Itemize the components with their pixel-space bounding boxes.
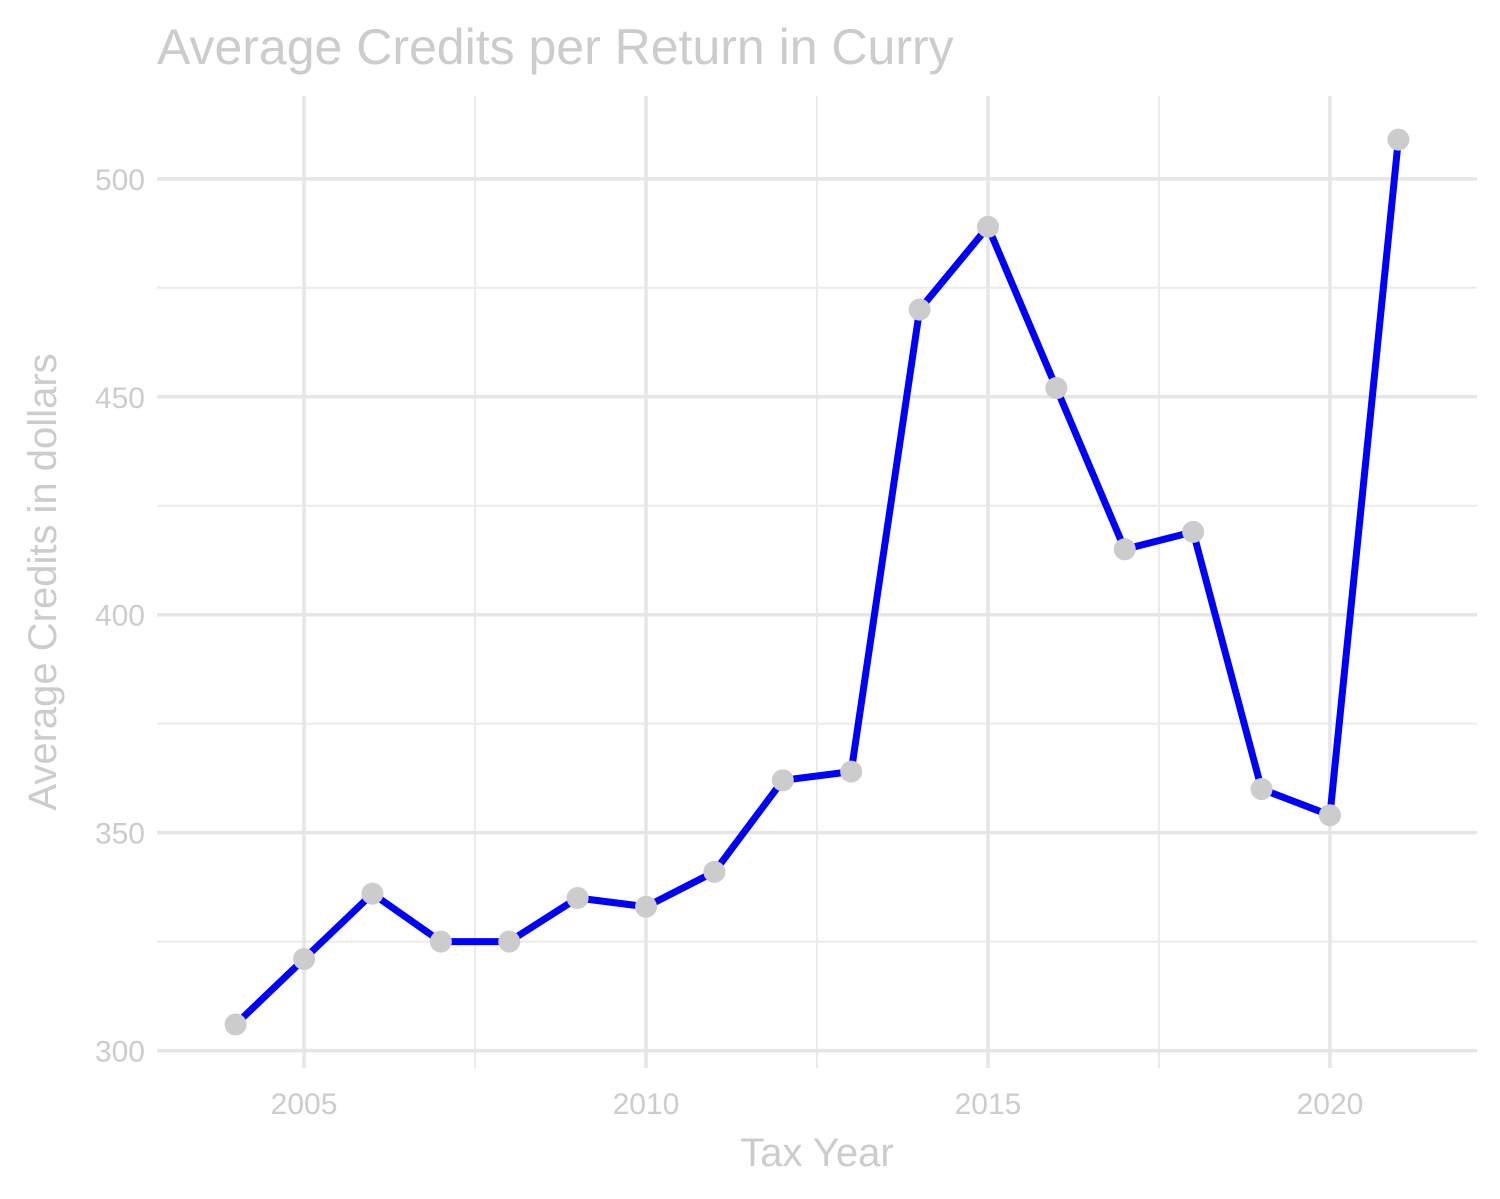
data-point: [703, 860, 726, 883]
data-point: [1250, 778, 1273, 801]
x-tick-label: 2020: [1297, 1088, 1364, 1121]
y-axis-ticks: 300 350 400 450 500: [95, 164, 145, 1069]
data-point: [361, 882, 384, 905]
data-point: [1182, 520, 1205, 543]
x-tick-label: 2005: [271, 1088, 338, 1121]
data-point: [566, 887, 589, 910]
data-point: [771, 769, 794, 792]
y-tick-label: 350: [95, 818, 145, 851]
data-point: [908, 298, 931, 321]
y-axis-title: Average Credits in dollars: [21, 353, 65, 810]
x-tick-label: 2010: [613, 1088, 680, 1121]
y-tick-label: 300: [95, 1036, 145, 1069]
data-point: [1318, 804, 1341, 827]
y-tick-label: 500: [95, 164, 145, 197]
data-points: [224, 128, 1410, 1036]
data-point: [1045, 377, 1068, 400]
y-tick-label: 450: [95, 382, 145, 415]
y-tick-label: 400: [95, 600, 145, 633]
data-point: [635, 895, 658, 918]
data-point: [976, 215, 999, 238]
data-point: [429, 930, 452, 953]
data-point: [1387, 128, 1410, 151]
data-point: [1113, 538, 1136, 561]
x-axis-title: Tax Year: [740, 1131, 893, 1175]
minor-gridlines: [157, 96, 1477, 1068]
x-axis-ticks: 2005 2010 2015 2020: [271, 1088, 1364, 1121]
series-line-group: [233, 139, 1402, 1027]
data-point: [840, 760, 863, 783]
data-point: [224, 1013, 247, 1036]
x-tick-label: 2015: [955, 1088, 1022, 1121]
data-point: [293, 948, 316, 971]
data-point: [498, 930, 521, 953]
series-line: [233, 139, 1402, 1027]
chart-title: Average Credits per Return in Curry: [157, 19, 954, 75]
major-gridlines: [157, 96, 1477, 1068]
